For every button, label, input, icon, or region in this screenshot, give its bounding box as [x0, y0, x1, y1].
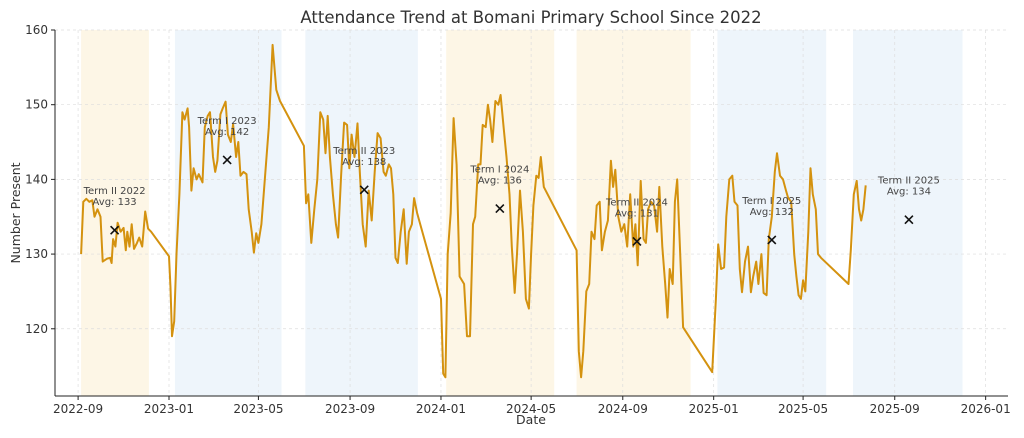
term-label: Term II 2023	[332, 146, 395, 157]
y-tick-label: 150	[25, 98, 48, 112]
y-axis-label: Number Present	[8, 162, 23, 263]
term-avg-label: Avg: 133	[93, 197, 137, 208]
x-tick-label: 2024-05	[506, 402, 556, 416]
mean-marker	[495, 203, 505, 214]
x-tick-label: 2026-01	[961, 402, 1011, 416]
term-label: Term II 2025	[877, 176, 940, 187]
mean-marker	[904, 215, 914, 225]
y-tick-label: 140	[25, 172, 48, 186]
mean-marker	[632, 236, 642, 246]
term-label: Term I 2023	[197, 116, 257, 127]
attendance-line	[80, 43, 867, 379]
mean-marker-stroke	[222, 155, 232, 165]
mean-marker-stroke	[632, 236, 642, 246]
mean-marker-stroke	[495, 203, 505, 214]
term-avg-label: Avg: 138	[342, 157, 386, 168]
chart-title: Attendance Trend at Bomani Primary Schoo…	[300, 8, 761, 27]
x-tick-label: 2025-05	[778, 402, 828, 416]
term-label: Term I 2025	[741, 196, 801, 207]
mean-marker	[110, 225, 120, 235]
term-band	[446, 30, 555, 396]
mean-marker-stroke	[767, 235, 777, 245]
mean-marker	[359, 185, 369, 195]
y-tick-label: 120	[25, 322, 48, 336]
term-band	[853, 30, 963, 396]
mean-marker	[222, 155, 232, 165]
term-label: Term II 2024	[605, 197, 668, 208]
term-mean-markers	[110, 155, 914, 246]
term-avg-label: Avg: 136	[478, 176, 522, 187]
term-avg-label: Avg: 142	[205, 127, 249, 138]
term-band	[81, 30, 149, 396]
term-label: Term II 2022	[83, 186, 146, 197]
term-band	[174, 30, 282, 396]
x-tick-label: 2025-09	[870, 402, 920, 416]
grid-lines	[55, 29, 1008, 396]
term-avg-label: Avg: 134	[887, 187, 931, 198]
attendance-series	[80, 43, 867, 379]
x-tick-label: 2023-01	[144, 402, 194, 416]
mean-marker-stroke	[359, 185, 369, 195]
mean-marker-stroke	[110, 225, 120, 235]
y-tick-label: 160	[25, 23, 48, 37]
term-avg-label: Avg: 131	[615, 208, 659, 219]
x-tick-label: 2025-01	[689, 402, 739, 416]
term-label: Term I 2024	[469, 165, 529, 176]
x-tick-label: 2022-09	[53, 402, 103, 416]
y-tick-label: 130	[25, 247, 48, 261]
x-tick-label: 2024-01	[416, 402, 466, 416]
axes: 120 130 140 150 160 2022-09 2023-01 2023-05 2023…	[25, 23, 1011, 416]
x-tick-label: 2024-09	[598, 402, 648, 416]
mean-marker	[767, 235, 777, 245]
x-tick-label: 2023-09	[325, 402, 375, 416]
x-tick-label: 2023-05	[233, 402, 283, 416]
term-avg-label: Avg: 132	[750, 207, 794, 218]
x-axis-label: Date	[516, 412, 546, 427]
mean-marker-stroke	[904, 215, 914, 225]
